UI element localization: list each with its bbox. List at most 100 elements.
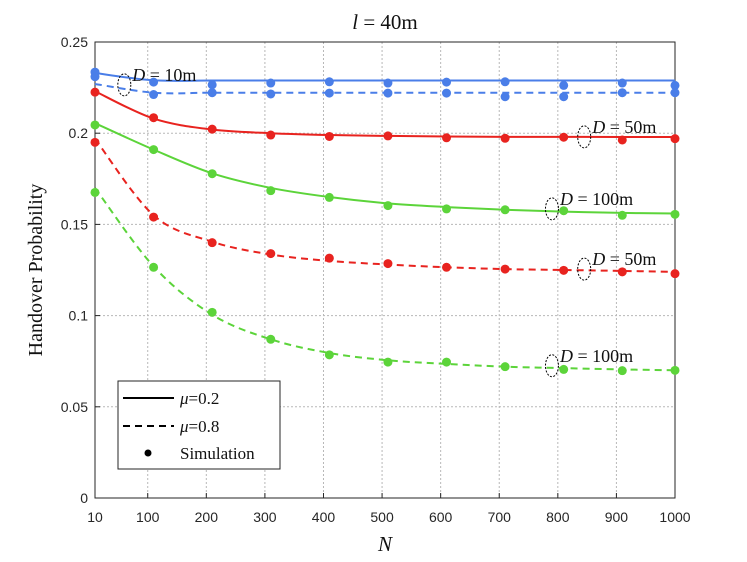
simulation-point (383, 357, 393, 367)
simulation-point (90, 187, 100, 197)
annotation-ellipse (577, 257, 592, 281)
simulation-point (617, 88, 627, 98)
y-tick-label: 0.1 (69, 308, 89, 324)
ticks: 10 100 200 300 400 500 600 700 800 900 1000 0 0.05 0.… (61, 34, 691, 525)
simulation-point (442, 133, 452, 143)
simulation-point (442, 204, 452, 214)
simulation-point (500, 362, 510, 372)
x-axis-label: N (377, 532, 393, 556)
simulation-point (90, 137, 100, 147)
simulation-point (383, 131, 393, 141)
simulation-point (617, 267, 627, 277)
simulation-point (617, 78, 627, 88)
simulation-point (90, 120, 100, 130)
x-tick-label: 900 (605, 509, 629, 525)
simulation-point (207, 88, 217, 98)
simulation-point (149, 212, 159, 222)
simulation-point (559, 92, 569, 102)
y-tick-label: 0.25 (61, 34, 88, 50)
simulation-point (383, 78, 393, 88)
annotation-label: D = 100m (559, 189, 633, 209)
simulation-point (324, 253, 334, 263)
simulation-point (324, 131, 334, 141)
simulation-point (149, 113, 159, 123)
simulation-point (207, 124, 217, 134)
x-tick-label: 300 (253, 509, 277, 525)
simulation-point (90, 72, 100, 82)
simulation-point (500, 264, 510, 274)
annotation-ellipse (117, 73, 132, 97)
simulation-point (266, 334, 276, 344)
simulation-point (500, 77, 510, 87)
simulation-point (670, 365, 680, 375)
annotation-ellipse (544, 197, 559, 221)
simulation-point (500, 133, 510, 143)
simulation-point (383, 88, 393, 98)
annotation-label: D = 50m (591, 249, 656, 269)
x-tick-label: 10 (87, 509, 103, 525)
y-tick-label: 0.15 (61, 216, 88, 232)
simulation-point (559, 132, 569, 142)
simulation-point (149, 90, 159, 100)
legend-label-2: Simulation (180, 444, 255, 463)
simulation-point (207, 307, 217, 317)
annotations: D = 10m D = 50m D = 100m D = 50m D = 100m (117, 65, 656, 378)
simulation-point (149, 77, 159, 87)
legend-label-1: μ=0.8 (179, 417, 219, 436)
simulation-point (670, 269, 680, 279)
simulation-point (324, 77, 334, 87)
y-tick-label: 0 (80, 490, 88, 506)
x-tick-label: 800 (546, 509, 570, 525)
series-line (94, 187, 676, 372)
title-value: = 40m (358, 10, 418, 34)
simulation-point (324, 350, 334, 360)
simulation-point (207, 169, 217, 179)
chart-title: l = 40m (352, 10, 418, 34)
annotation-label: D = 50m (591, 117, 656, 137)
simulation-point (207, 238, 217, 248)
simulation-point (149, 262, 159, 272)
simulation-point (442, 357, 452, 367)
simulation-point (442, 88, 452, 98)
simulation-point (442, 77, 452, 87)
simulation-point (324, 192, 334, 202)
simulation-point (149, 145, 159, 155)
x-tick-label: 100 (136, 509, 160, 525)
simulation-point (617, 366, 627, 376)
simulation-point (266, 78, 276, 88)
simulation-point (266, 186, 276, 196)
annotation-ellipse (577, 125, 592, 149)
simulation-point (500, 92, 510, 102)
title-variable: l (352, 10, 358, 34)
simulation-point (324, 88, 334, 98)
annotation-label: D = 10m (131, 65, 196, 85)
simulation-point (670, 134, 680, 144)
x-tick-label: 1000 (659, 509, 690, 525)
annotation-ellipse (544, 354, 559, 378)
simulation-point (383, 259, 393, 269)
grid (95, 42, 675, 498)
annotation-label: D = 100m (559, 346, 633, 366)
x-tick-label: 700 (488, 509, 512, 525)
simulation-point (617, 135, 627, 145)
simulation-point (670, 209, 680, 219)
x-tick-label: 400 (312, 509, 336, 525)
simulation-point (207, 80, 217, 90)
legend-marker (144, 449, 152, 457)
x-tick-label: 600 (429, 509, 453, 525)
simulation-point (559, 206, 569, 216)
x-tick-label: 200 (195, 509, 219, 525)
simulation-point (383, 201, 393, 211)
simulation-point (670, 80, 680, 90)
simulation-point (559, 80, 569, 90)
legend-label-0: μ=0.2 (179, 389, 219, 408)
simulation-point (266, 249, 276, 259)
simulation-point (559, 364, 569, 374)
simulation-point (500, 205, 510, 215)
simulation-point (670, 88, 680, 98)
simulation-point (90, 87, 100, 97)
series-line (94, 138, 676, 273)
x-tick-label: 500 (370, 509, 394, 525)
simulation-point (266, 89, 276, 99)
